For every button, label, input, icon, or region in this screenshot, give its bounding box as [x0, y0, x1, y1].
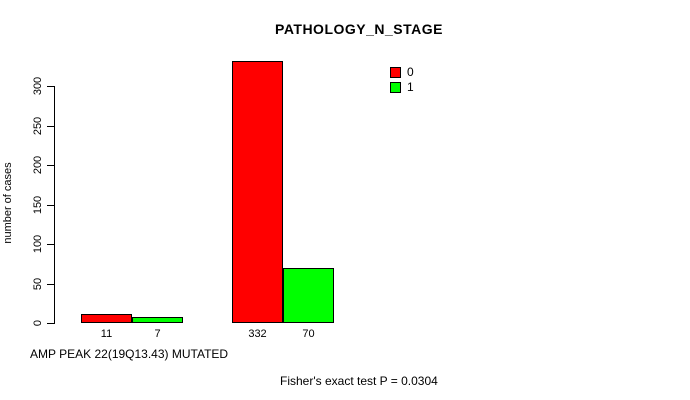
y-axis-tick-label: 0	[32, 319, 44, 327]
y-axis-tick	[47, 126, 54, 127]
bar-series0-group2	[232, 61, 283, 323]
y-axis-tick	[47, 86, 54, 87]
y-axis-tick	[47, 205, 54, 206]
bar-value-label: 7	[154, 328, 161, 340]
legend-label-0: 0	[407, 65, 414, 79]
legend-item-1: 1	[390, 80, 414, 94]
y-axis-tick-label: 250	[32, 116, 44, 136]
y-axis-tick-label: 50	[32, 277, 44, 291]
y-axis-tick-label: 300	[32, 76, 44, 96]
y-axis-tick	[47, 244, 54, 245]
bar-series0-group1	[81, 314, 132, 323]
bar-value-label: 70	[302, 328, 315, 340]
y-axis-title: number of cases	[2, 162, 14, 244]
x-axis-note: AMP PEAK 22(19Q13.43) MUTATED	[30, 347, 229, 361]
y-axis-line	[54, 86, 55, 324]
bar-value-label: 11	[100, 328, 113, 340]
y-axis-tick	[47, 165, 54, 166]
bar-series1-group2	[283, 268, 334, 323]
bar-value-label: 332	[248, 328, 267, 340]
y-axis-tick-label: 150	[32, 195, 44, 215]
y-axis-tick	[47, 284, 54, 285]
y-axis-tick-label: 100	[32, 234, 44, 254]
legend-swatch-green	[390, 81, 401, 93]
y-axis-tick	[47, 323, 54, 324]
y-axis-tick-label: 200	[32, 155, 44, 175]
chart-title: PATHOLOGY_N_STAGE	[275, 21, 443, 37]
legend: 0 1	[390, 65, 414, 95]
legend-item-0: 0	[390, 65, 414, 79]
legend-swatch-red	[390, 66, 401, 78]
bar-series1-group1	[132, 317, 183, 323]
fisher-test-annotation: Fisher's exact test P = 0.0304	[280, 374, 438, 388]
legend-label-1: 1	[407, 80, 414, 94]
